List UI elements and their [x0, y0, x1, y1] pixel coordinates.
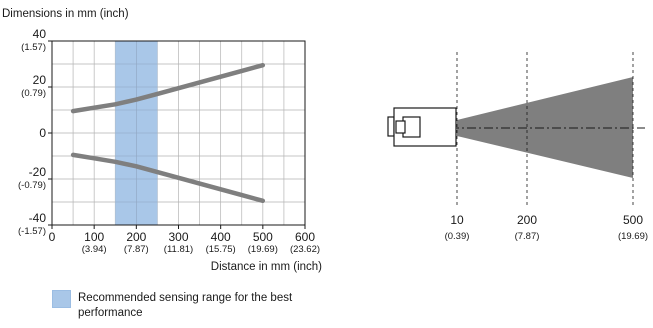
x-tick-label-500: 500 [253, 230, 273, 244]
x-tick-sublabel-300: (11.81) [164, 244, 193, 255]
marker-sublabel-10: (0.39) [445, 231, 470, 242]
y-tick-label--20: -20 [29, 165, 47, 179]
x-tick-label-400: 400 [211, 230, 231, 244]
y-tick-sublabel--20: (-0.79) [18, 180, 46, 191]
x-tick-sublabel-400: (15.75) [206, 244, 236, 255]
chart-title: Dimensions in mm (inch) [2, 8, 129, 20]
x-tick-label-200: 200 [126, 230, 146, 244]
x-tick-sublabel-500: (19.69) [248, 244, 278, 255]
chart-grid [52, 41, 305, 225]
chart-grid-overlay [115, 41, 158, 225]
sensor-icon [387, 107, 457, 147]
y-tick-label--40: -40 [29, 211, 47, 225]
beam-diameter-chart: Dimensions in mm (inch) 0 100(3.94)200(7.… [2, 8, 322, 273]
series-line-upper [70, 62, 266, 114]
marker-label-200: 200 [517, 213, 537, 227]
x-tick-label-0: 0 [49, 230, 56, 244]
legend-swatch-recommended-range [52, 290, 71, 308]
marker-sublabel-500: (19.69) [618, 231, 648, 242]
y-tick-label-20: 20 [33, 73, 47, 87]
y-tick-label-0: 0 [39, 126, 46, 140]
x-tick-label-300: 300 [168, 230, 188, 244]
y-tick-label-40: 40 [33, 27, 47, 41]
x-tick-sublabel-600: (23.62) [290, 244, 320, 255]
marker-label-500: 500 [623, 213, 643, 227]
marker-sublabel-200: (7.87) [515, 231, 540, 242]
y-axis-ticks: 40(1.57) 20(0.79) 0 -20(-0.79) -40(-1.57) [18, 27, 52, 237]
x-tick-label-600: 600 [295, 230, 315, 244]
x-tick-label-100: 100 [84, 230, 104, 244]
series-line-lower [70, 152, 266, 204]
x-tick-sublabel-200: (7.87) [124, 244, 149, 255]
x-tick-sublabel-100: (3.94) [82, 244, 107, 255]
y-tick-sublabel-40: (1.57) [21, 42, 46, 53]
y-tick-sublabel-20: (0.79) [21, 88, 46, 99]
series-layer [70, 62, 266, 204]
x-axis-label: Distance in mm (inch) [211, 261, 322, 273]
legend: Recommended sensing range for the best p… [52, 290, 352, 326]
sensor-beam-diagram: 10 (0.39) 200 (7.87) 500 (19.69) [387, 52, 648, 242]
legend-label: Recommended sensing range for the best p… [78, 292, 293, 319]
x-axis-ticks: 0 100(3.94) 200(7.87) 300(11.81) 400(15.75) 5… [49, 225, 320, 255]
y-tick-sublabel--40: (-1.57) [18, 226, 46, 237]
light-beam-cone [457, 77, 633, 178]
marker-label-10: 10 [450, 213, 464, 227]
